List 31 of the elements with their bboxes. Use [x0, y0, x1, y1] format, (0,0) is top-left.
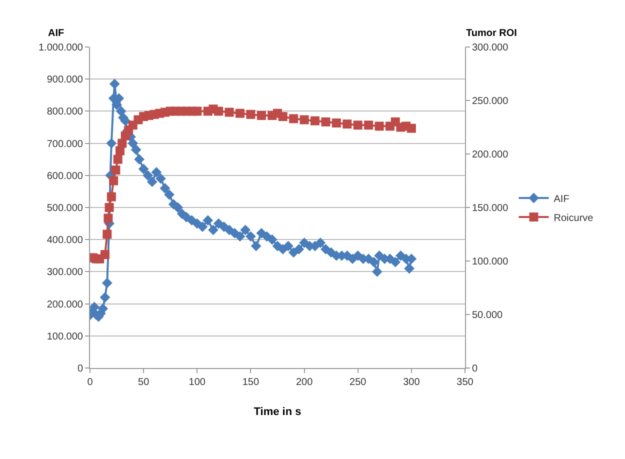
x-axis-title: Time in s [254, 406, 302, 418]
y2-axis-title: Tumor ROI [466, 28, 518, 39]
y2-tick-label: 100.000 [472, 256, 509, 268]
y-tick-label: 600.000 [46, 170, 84, 182]
y-tick-label: 100.000 [46, 331, 84, 342]
y-tick-label: 0 [77, 364, 84, 374]
y-tick-label: 700.000 [46, 138, 84, 150]
y-tick-label: 200.000 [46, 299, 84, 310]
y-tick-label: 1.000.000 [38, 42, 84, 54]
y-tick-label: 500.000 [46, 203, 84, 214]
y-tick-label: 900.000 [46, 74, 84, 86]
y2-tick-label: 150.000 [472, 203, 509, 214]
y-tick-label: 300.000 [46, 267, 84, 278]
legend-label: AIF [554, 194, 570, 205]
y-tick-label: 400.000 [46, 235, 84, 246]
y2-tick-label: 50.000 [472, 310, 504, 321]
y2-tick-label: 250.000 [472, 96, 509, 107]
y-tick-label: 800.000 [46, 106, 84, 118]
y2-tick-label: 0 [472, 364, 478, 374]
x-tick-label: 250 [350, 377, 367, 388]
x-tick-label: 100 [188, 377, 206, 388]
y2-tick-label: 300.000 [472, 42, 509, 54]
y-axis-title: AIF [48, 28, 64, 39]
x-tick-label: 350 [456, 377, 474, 388]
x-tick-label: 50 [138, 377, 150, 388]
x-tick-label: 200 [296, 377, 314, 388]
x-tick-label: 0 [87, 377, 94, 388]
x-tick-label: 150 [242, 377, 260, 388]
x-tick-label: 300 [403, 377, 420, 388]
y2-tick-label: 200.000 [472, 150, 509, 160]
legend-label: Roicurve [554, 212, 594, 224]
